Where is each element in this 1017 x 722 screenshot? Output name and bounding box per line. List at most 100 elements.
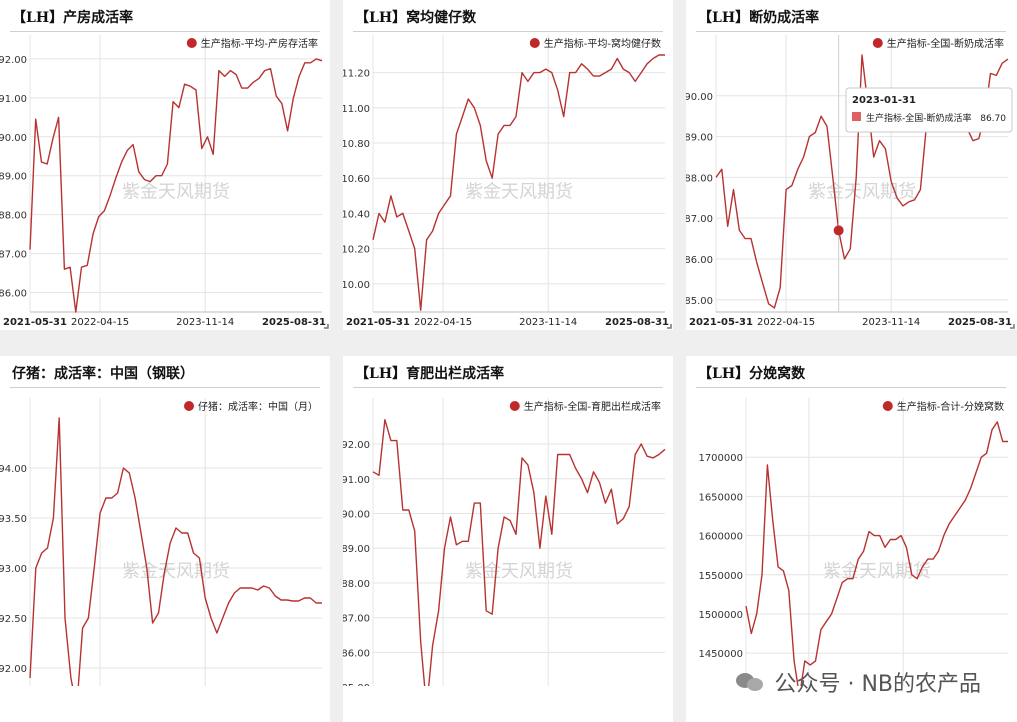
y-tick-label: 88.00 [686, 173, 713, 184]
series-line [745, 421, 1008, 686]
y-tick-label: 1500000 [698, 610, 743, 621]
y-tick-label: 93.50 [0, 514, 27, 525]
legend-marker [186, 38, 197, 48]
wechat-icon [736, 671, 766, 693]
panel-separator [0, 330, 1017, 356]
legend-label: 生产指标-全国-断奶成活率 [887, 37, 1004, 50]
y-tick-label: 92.00 [0, 664, 27, 675]
x-tick-label: 2025-08-31 [262, 317, 326, 328]
x-tick-label: 2021-05-31 [689, 317, 753, 328]
title-divider [696, 31, 1006, 32]
chart-title: 【LH】分娩窝数 [698, 366, 806, 382]
title-divider [696, 387, 1006, 388]
footer-account: 公众号 · NB的农产品 [736, 666, 981, 698]
y-tick-label: 85.00 [343, 683, 370, 686]
legend-label: 生产指标-平均-产房存活率 [201, 37, 318, 50]
series-line [372, 54, 665, 311]
legend-marker [882, 401, 893, 411]
y-tick-label: 11.20 [343, 69, 370, 80]
line-chart-farrowing-survival[interactable]: 86.00 87.00 88.00 89.00 90.00 91.00 92.00 2021-… [0, 0, 330, 330]
resize-corner-icon [667, 324, 672, 329]
line-chart-weaning-survival[interactable]: 85.00 86.00 87.00 88.00 89.00 90.00 2021-05-31… [686, 0, 1016, 330]
legend-marker [872, 38, 883, 48]
panel-separator [673, 0, 686, 722]
y-tick-label: 1650000 [698, 492, 743, 503]
series-line [372, 419, 666, 686]
legend-marker [529, 38, 540, 48]
title-divider [353, 31, 663, 32]
y-tick-label: 93.00 [0, 564, 27, 575]
tooltip-series: 生产指标-全国-断奶成活率 [866, 112, 972, 124]
tooltip-swatch [852, 112, 861, 121]
chart-panel-weaning-survival: 【LH】断奶成活率 85.00 86.00 87.00 88.00 89.00 90.00… [686, 0, 1016, 330]
watermark: 紫金天风期货 [122, 561, 230, 582]
chart-panel-fattening-survival: 【LH】育肥出栏成活率 85.00 86.00 87.00 88.00 89.00 90.… [343, 356, 673, 686]
x-tick-label: 2023-11-14 [176, 317, 234, 328]
y-tick-label: 10.20 [343, 245, 370, 256]
line-chart-fattening-survival[interactable]: 85.00 86.00 87.00 88.00 89.00 90.00 91.00 92.00… [343, 356, 673, 686]
legend-label: 生产指标-全国-育肥出栏成活率 [524, 400, 661, 413]
watermark: 紫金天风期货 [808, 182, 916, 203]
x-tick-label: 2023-11-14 [519, 317, 577, 328]
legend-label: 仔猪：成活率：中国（月） [198, 400, 318, 413]
chart-panel-farrowing-litters: 【LH】分娩窝数 1400000 1450000 1500000 1550000 160… [686, 356, 1016, 686]
series-line [29, 58, 323, 313]
tooltip-point [833, 225, 844, 236]
chart-title: 【LH】产房成活率 [12, 10, 134, 26]
line-chart-healthy-piglets[interactable]: 10.00 10.20 10.40 10.60 10.80 11.00 11.20 2021-… [343, 0, 673, 330]
x-tick-label: 2021-05-31 [3, 317, 67, 328]
title-divider [353, 387, 663, 388]
panel-separator [330, 0, 343, 722]
resize-corner-icon [1010, 324, 1015, 329]
legend-label: 生产指标-平均-窝均健仔数 [544, 37, 661, 50]
x-tick-label: 2025-08-31 [948, 317, 1012, 328]
y-tick-label: 87.00 [0, 250, 27, 261]
x-tick-label: 2022-04-15 [757, 317, 815, 328]
y-tick-label: 86.00 [686, 255, 713, 266]
x-tick-label: 2022-04-15 [414, 317, 472, 328]
y-tick-label: 92.50 [0, 614, 27, 625]
y-tick-label: 87.00 [686, 214, 713, 225]
legend-marker [509, 401, 520, 411]
footer-text: 公众号 · NB的农产品 [774, 672, 981, 697]
y-tick-label: 89.00 [343, 544, 370, 555]
chart-title: 【LH】育肥出栏成活率 [355, 366, 505, 382]
y-tick-label: 1450000 [698, 649, 743, 660]
y-tick-label: 10.80 [343, 139, 370, 150]
y-tick-label: 90.00 [0, 133, 27, 144]
series-line [29, 417, 322, 686]
y-tick-label: 1550000 [698, 571, 743, 582]
y-tick-label: 94.00 [0, 464, 27, 475]
tooltip-value: 86.70 [980, 114, 1006, 124]
y-tick-label: 86.00 [0, 289, 27, 300]
chart-panel-healthy-piglets: 【LH】窝均健仔数 10.00 10.20 10.40 10.60 10.80 11.00… [343, 0, 673, 330]
x-tick-label: 2023-11-14 [862, 317, 920, 328]
legend-label: 生产指标-合计-分娩窝数 [897, 400, 1004, 413]
y-tick-label: 1700000 [698, 453, 743, 464]
y-tick-label: 92.00 [343, 440, 370, 451]
tooltip-box [845, 87, 1013, 133]
title-divider [10, 31, 320, 32]
title-divider [10, 387, 320, 388]
y-tick-label: 90.00 [686, 92, 713, 103]
y-tick-label: 89.00 [686, 133, 713, 144]
tooltip-date: 2023-01-31 [852, 95, 916, 106]
y-tick-label: 86.00 [343, 648, 370, 659]
y-tick-label: 91.00 [0, 94, 27, 105]
chart-title: 【LH】窝均健仔数 [355, 10, 477, 26]
x-tick-label: 2022-04-15 [71, 317, 129, 328]
chart-title: 仔猪：成活率：中国（钢联） [12, 366, 194, 382]
x-tick-label: 2021-05-31 [346, 317, 410, 328]
chart-title: 【LH】断奶成活率 [698, 10, 820, 26]
y-tick-label: 91.00 [343, 475, 370, 486]
y-tick-label: 92.00 [0, 55, 27, 66]
y-tick-label: 10.00 [343, 280, 370, 291]
watermark: 紫金天风期货 [465, 561, 573, 582]
line-chart-farrowing-litters[interactable]: 1400000145000015000001550000160000016500… [686, 356, 1016, 686]
y-tick-label: 10.40 [343, 209, 370, 220]
y-tick-label: 85.00 [686, 296, 713, 307]
y-tick-label: 89.00 [0, 172, 27, 183]
resize-corner-icon [324, 324, 329, 329]
chart-panel-farrowing-survival: 【LH】产房成活率 86.00 87.00 88.00 89.00 90.00 91.00… [0, 0, 330, 330]
